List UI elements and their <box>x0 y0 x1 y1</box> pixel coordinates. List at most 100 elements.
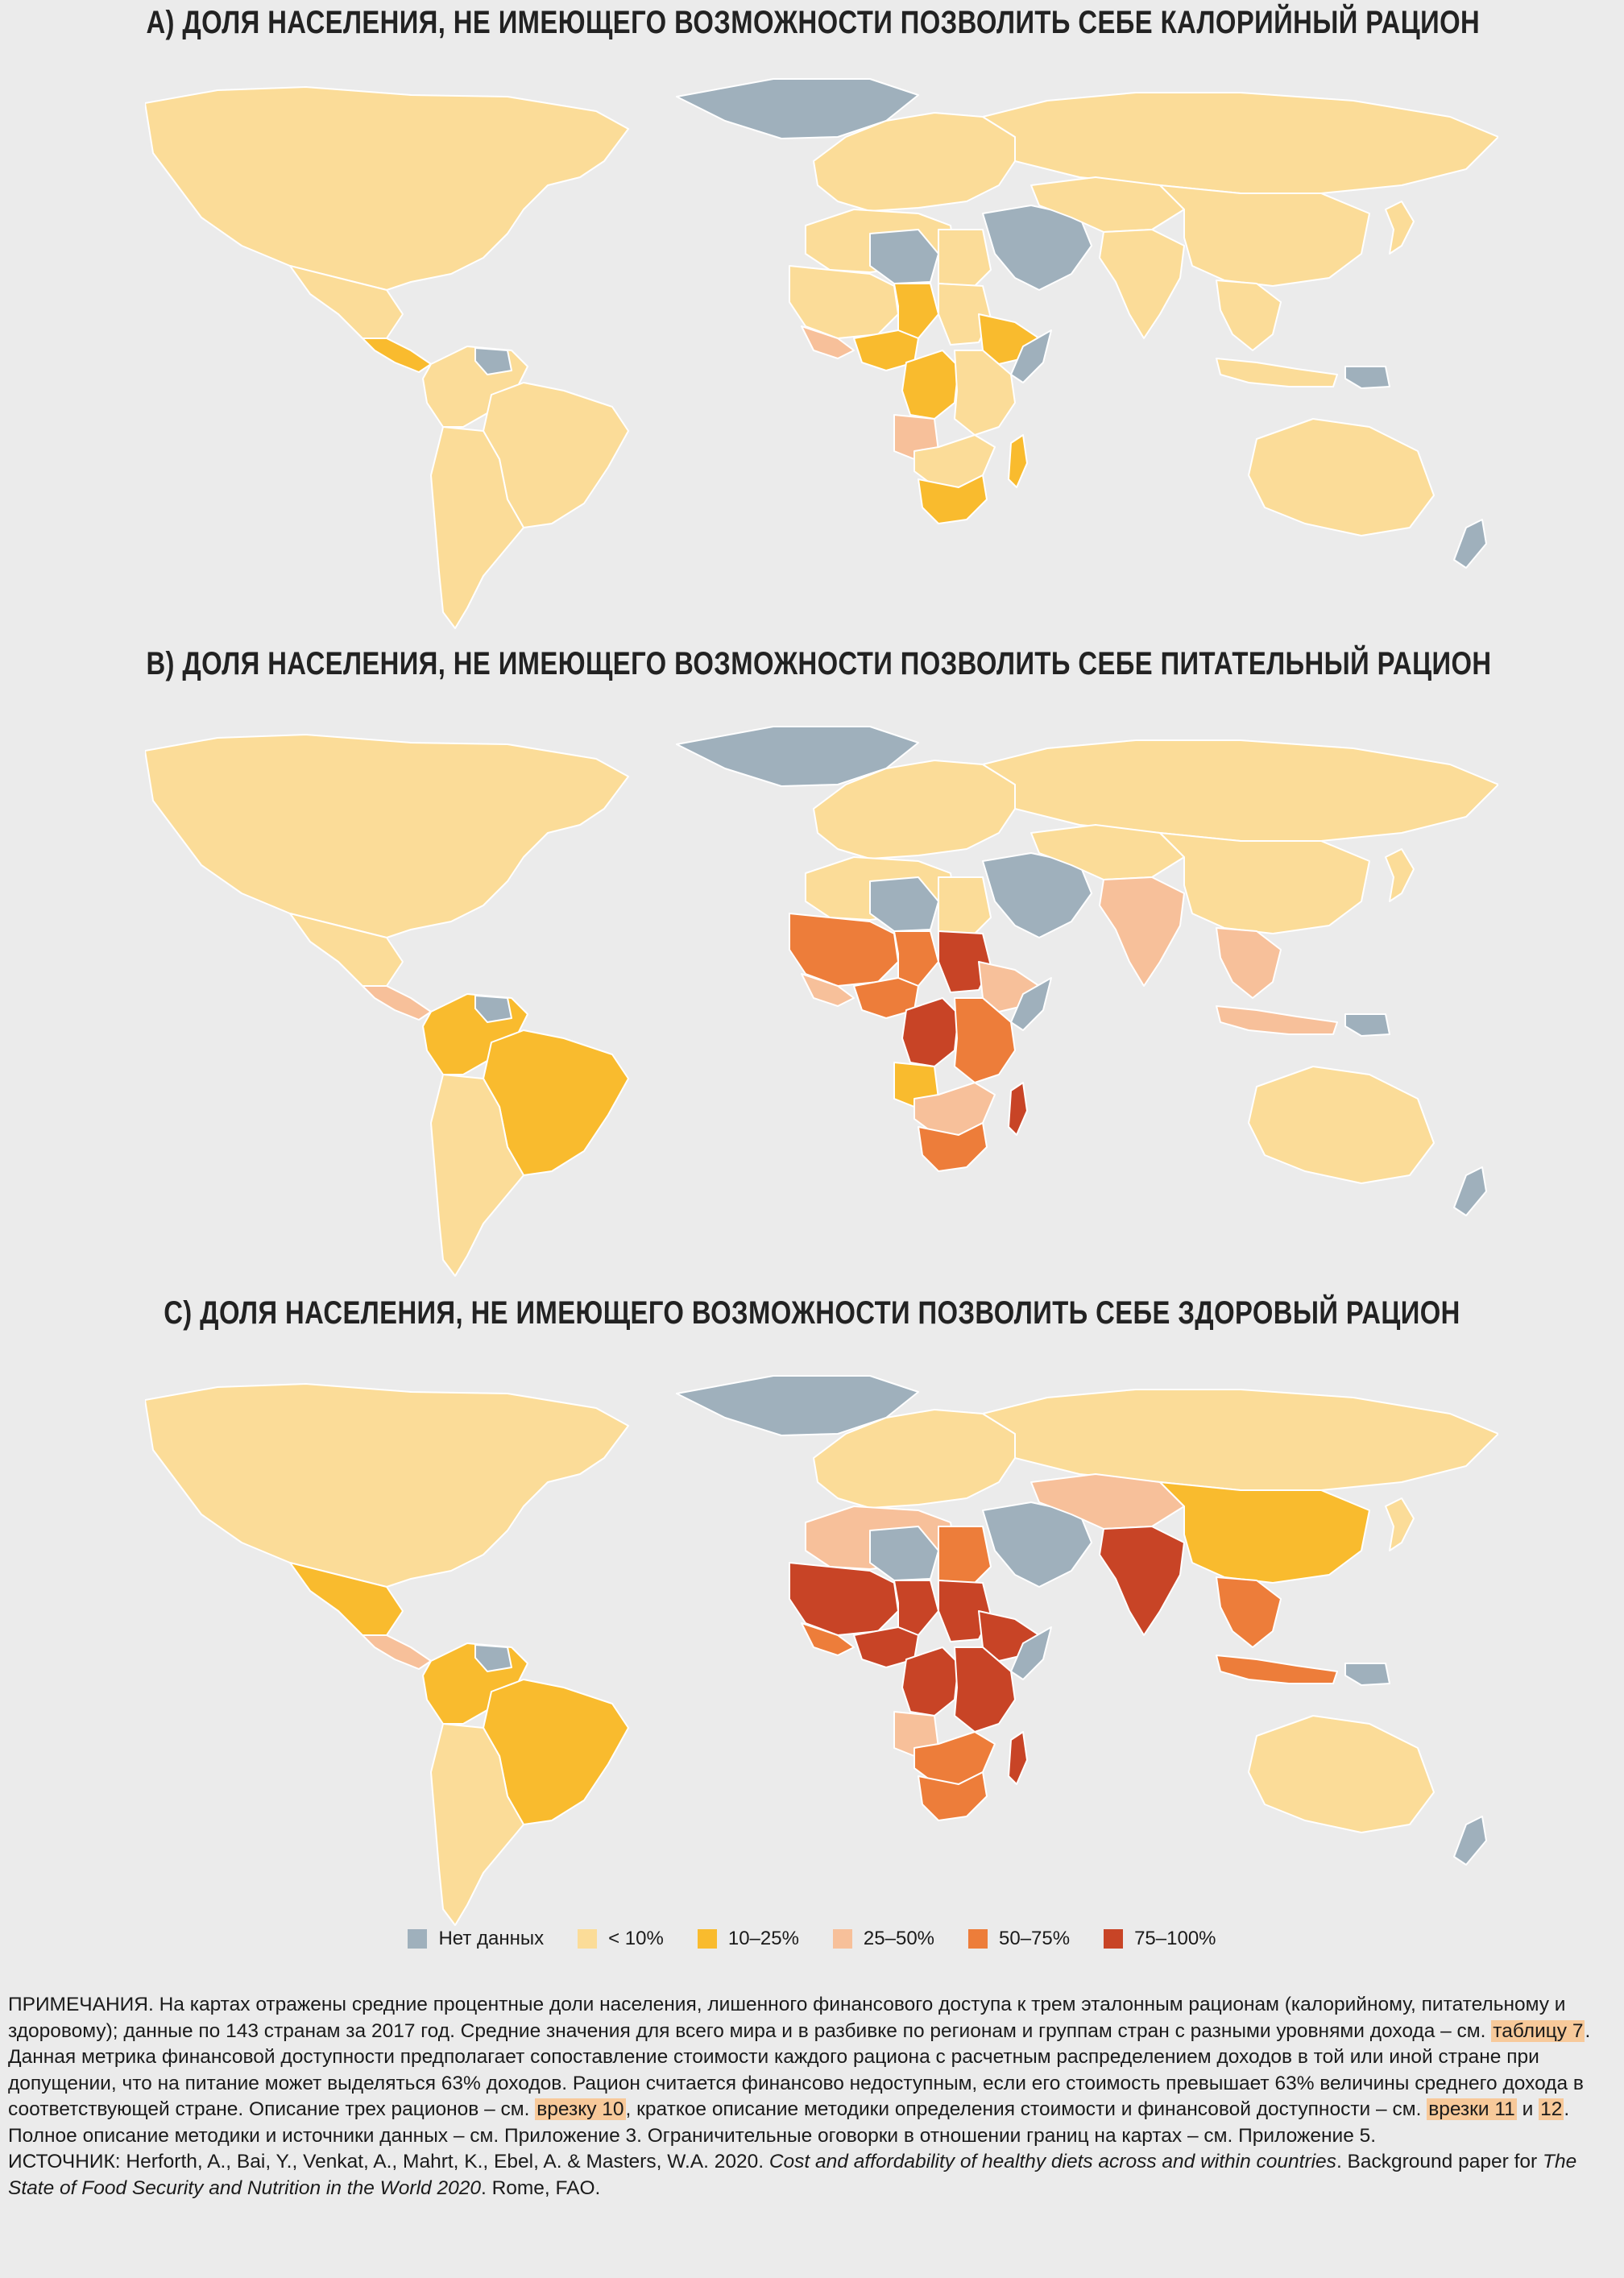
legend-label: 10–25% <box>727 1928 799 1949</box>
region-south-africa <box>918 474 988 524</box>
region-southeast-asia <box>1216 1576 1282 1648</box>
region-russia <box>982 1389 1498 1491</box>
region-japan <box>1385 1497 1415 1551</box>
region-nz <box>1453 519 1487 569</box>
region-west-africa-coast <box>801 325 855 359</box>
legend-swatch <box>968 1929 988 1949</box>
region-southeast-asia <box>1216 927 1282 999</box>
map-b-title: B) ДОЛЯ НАСЕЛЕНИЯ, НЕ ИМЕЮЩЕГО ВОЗМОЖНОС… <box>146 646 1492 681</box>
region-south-america-south <box>430 1723 524 1926</box>
box-11-link[interactable]: врезки 11 <box>1427 2098 1517 2120</box>
region-guyana <box>474 347 512 375</box>
box-10-link[interactable]: врезку 10 <box>535 2098 626 2120</box>
region-india <box>1099 229 1185 339</box>
region-central-america <box>362 338 432 373</box>
legend-swatch <box>1104 1929 1124 1949</box>
region-nz <box>1453 1166 1487 1216</box>
region-west-africa <box>789 1562 899 1636</box>
region-libya <box>869 876 939 932</box>
region-south-africa <box>918 1771 988 1821</box>
region-indonesia <box>1216 1655 1338 1684</box>
region-sudan <box>938 930 992 993</box>
region-china <box>1159 832 1370 934</box>
region-west-africa <box>789 265 899 339</box>
legend-item-10-25: 10–25% <box>697 1928 799 1950</box>
region-indonesia <box>1216 358 1338 387</box>
map-a-calorie <box>145 72 1498 636</box>
source-text: ИСТОЧНИК: Herforth, A., Bai, Y., Venkat,… <box>8 2151 764 2172</box>
region-libya <box>869 229 939 284</box>
box-12-link[interactable]: 12 <box>1539 2098 1564 2120</box>
legend: Нет данных < 10% 10–25% 25–50% 50–75% 75… <box>0 1928 1624 1950</box>
region-west-africa <box>789 913 899 987</box>
map-b-nutrient <box>145 720 1498 1284</box>
region-japan <box>1385 848 1415 902</box>
region-chad <box>893 283 939 339</box>
notes-paragraph: ПРИМЕЧАНИЯ. На картах отражены средние п… <box>8 1992 1614 2149</box>
region-australia <box>1248 418 1435 536</box>
legend-label: Нет данных <box>438 1928 545 1949</box>
region-australia <box>1248 1066 1435 1184</box>
region-guyana <box>474 995 512 1023</box>
region-europe <box>813 1409 1016 1509</box>
region-central-america <box>362 1634 432 1670</box>
world-map-svg <box>145 726 1498 1277</box>
region-egypt <box>938 876 992 934</box>
region-madagascar <box>1008 1082 1028 1136</box>
region-guyana <box>474 1644 512 1672</box>
region-drc <box>901 1646 959 1717</box>
map-c-title: C) ДОЛЯ НАСЕЛЕНИЯ, НЕ ИМЕЮЩЕГО ВОЗМОЖНОС… <box>164 1295 1460 1331</box>
region-southeast-asia <box>1216 280 1282 351</box>
region-east-africa <box>954 1646 1016 1733</box>
legend-swatch <box>832 1929 852 1949</box>
notes-text: . Полное описание методики и источники д… <box>8 2098 1570 2147</box>
region-europe <box>813 112 1016 212</box>
region-drc <box>901 350 959 420</box>
region-png <box>1344 1013 1390 1037</box>
source-title: Cost and affordability of healthy diets … <box>768 2151 1336 2172</box>
region-north-america <box>145 734 629 938</box>
region-png <box>1344 1663 1390 1686</box>
region-madagascar <box>1008 1731 1028 1785</box>
region-japan <box>1385 201 1415 255</box>
region-west-africa-coast <box>801 1622 855 1656</box>
region-north-america <box>145 1383 629 1588</box>
region-india <box>1099 876 1185 987</box>
region-indonesia <box>1216 1005 1338 1035</box>
region-libya <box>869 1526 939 1581</box>
map-c-healthy <box>145 1369 1498 1933</box>
region-south-africa <box>918 1122 988 1172</box>
legend-label: 50–75% <box>999 1928 1071 1949</box>
region-china <box>1159 1481 1370 1584</box>
source-text: . Rome, FAO. <box>480 2177 601 2199</box>
notes-text: ПРИМЕЧАНИЯ. На картах отражены средние п… <box>8 1994 1566 2042</box>
region-russia <box>982 739 1498 842</box>
map-a-title: A) ДОЛЯ НАСЕЛЕНИЯ, НЕ ИМЕЮЩЕГО ВОЗМОЖНОС… <box>146 5 1481 40</box>
legend-label: 75–100% <box>1134 1928 1216 1949</box>
region-somalia <box>1010 329 1052 383</box>
region-madagascar <box>1008 434 1028 488</box>
legend-item-25-50: 25–50% <box>832 1928 934 1950</box>
notes-text: и <box>1522 2098 1534 2120</box>
region-west-africa-coast <box>801 973 855 1007</box>
legend-item-nodata: Нет данных <box>408 1928 544 1950</box>
region-europe <box>813 760 1016 859</box>
legend-item-50-75: 50–75% <box>968 1928 1070 1950</box>
region-somalia <box>1010 1626 1052 1680</box>
legend-swatch <box>578 1929 598 1949</box>
region-australia <box>1248 1715 1435 1833</box>
region-egypt <box>938 229 992 287</box>
notes-text: . Данная метрика финансовой доступности … <box>8 2019 1591 2121</box>
region-drc <box>901 997 959 1067</box>
region-central-america <box>362 985 432 1021</box>
legend-swatch <box>697 1929 717 1949</box>
region-chad <box>893 1580 939 1636</box>
legend-item-lt10: < 10% <box>578 1928 664 1950</box>
region-north-america <box>145 86 629 291</box>
region-egypt <box>938 1526 992 1584</box>
source-paragraph: ИСТОЧНИК: Herforth, A., Bai, Y., Venkat,… <box>8 2149 1614 2201</box>
region-east-africa <box>954 350 1016 436</box>
region-india <box>1099 1526 1185 1636</box>
table-7-link[interactable]: таблицу 7 <box>1491 2019 1585 2042</box>
region-south-america-south <box>430 1074 524 1277</box>
